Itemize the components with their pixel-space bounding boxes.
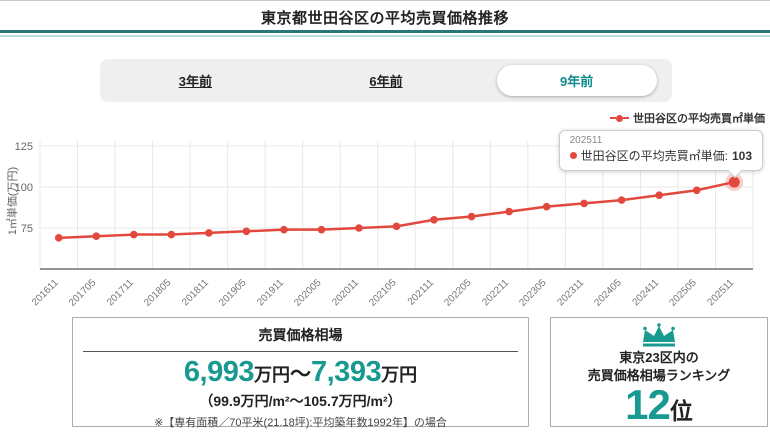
ranking-suffix: 位: [669, 398, 693, 425]
data-point-201705[interactable]: [92, 232, 101, 240]
price-high: 7,393: [311, 356, 382, 388]
ranking-value: 12位: [551, 384, 767, 426]
data-point-202405[interactable]: [617, 196, 626, 204]
legend-line-dot-marker: [610, 114, 629, 122]
y-tick-label: 75: [21, 223, 33, 235]
ranking-number: 12: [625, 381, 671, 429]
tab-6-years-label: 6年前: [369, 74, 403, 89]
crown-icon: [643, 323, 675, 347]
data-point-201711[interactable]: [130, 230, 138, 239]
data-point-201805[interactable]: [167, 230, 176, 239]
data-point-202411[interactable]: [655, 191, 663, 199]
data-point-202111[interactable]: [430, 216, 438, 224]
page-title: 東京都世田谷区の平均売買価格推移: [260, 10, 509, 27]
price-per-sqm: （99.9万円/m²〜105.7万円/m²）: [199, 393, 402, 409]
data-point-201911[interactable]: [280, 225, 288, 234]
price-range-value: 6,993万円〜7,393万円: [73, 358, 528, 387]
data-point-202005[interactable]: [317, 225, 326, 234]
y-tick-label: 125: [15, 141, 33, 153]
tab-6-years-ago[interactable]: 6年前: [291, 59, 482, 102]
x-tick-label: 202211: [480, 277, 511, 308]
x-tick-label: 201805: [142, 277, 174, 309]
x-tick-label: 201705: [67, 277, 99, 309]
x-tick-label: 202205: [442, 277, 474, 309]
tab-3-years-ago[interactable]: 3年前: [100, 59, 291, 102]
price-box-title: 売買価格相場: [258, 327, 343, 343]
x-tick-label: 201911: [255, 277, 286, 308]
price-tilde: 〜: [290, 363, 311, 386]
chart-area: 1㎡単価(万円) 75 100 125 201611 201705 201711 20180…: [0, 101, 770, 311]
chart-tooltip: 202511 世田谷区の平均売買㎡単価: 103: [558, 130, 763, 179]
tooltip-label: 世田谷区の平均売買㎡単価:: [580, 149, 728, 163]
x-tick-label: 202511: [705, 277, 736, 308]
data-point-202305[interactable]: [542, 202, 551, 211]
x-tick-label: 202411: [630, 277, 661, 308]
tab-9-years-label: 9年前: [496, 65, 657, 96]
ranking-box: 東京23区内の 売買価格相場ランキング 12位: [550, 317, 768, 427]
data-point-202311[interactable]: [580, 199, 588, 208]
data-point-202011[interactable]: [355, 224, 363, 232]
price-low-unit: 万円: [254, 365, 290, 385]
price-high-unit: 万円: [381, 365, 418, 385]
price-note: ※【専有面積／70平米(21.18坪):平均築年数1992年】の場合: [154, 417, 447, 429]
title-divider-light: [0, 35, 770, 37]
data-point-201905[interactable]: [242, 227, 251, 236]
title-divider-dark: [0, 30, 770, 33]
data-point-202505[interactable]: [692, 186, 701, 195]
ranking-line2: 売買価格相場ランキング: [587, 367, 731, 383]
x-tick-label: 202011: [330, 277, 361, 308]
x-tick-label: 202005: [292, 277, 324, 309]
x-tick-label: 201711: [105, 277, 136, 308]
ranking-line1: 東京23区内の: [619, 350, 699, 365]
x-tick-label: 201611: [30, 277, 61, 308]
price-box-divider: [83, 351, 518, 352]
data-point-202205[interactable]: [467, 212, 476, 221]
x-tick-label: 202505: [667, 277, 699, 309]
tab-3-years-label: 3年前: [178, 74, 212, 89]
x-tick-label: 202305: [517, 277, 549, 309]
tooltip-series-dot-icon: [569, 152, 577, 159]
data-point-202511[interactable]: [728, 176, 740, 188]
data-point-202211[interactable]: [505, 207, 513, 216]
price-range-box: 売買価格相場 6,993万円〜7,393万円 （99.9万円/m²〜105.7万…: [72, 317, 529, 429]
x-tick-label: 201811: [180, 277, 211, 308]
data-point-202105[interactable]: [392, 222, 401, 231]
y-tick-label: 100: [15, 182, 33, 194]
x-tick-label: 202405: [592, 277, 624, 309]
x-tick-label: 202105: [367, 277, 399, 309]
x-tick-label: 201905: [217, 277, 249, 309]
x-tick-label: 202311: [555, 277, 586, 308]
period-tabbar: 3年前 6年前 9年前: [100, 59, 672, 102]
tooltip-date: 202511: [569, 135, 603, 146]
tab-9-years-ago[interactable]: 9年前: [481, 59, 672, 102]
price-low: 6,993: [183, 356, 255, 388]
x-tick-label: 202111: [406, 277, 437, 308]
tooltip-value: 103: [731, 148, 752, 163]
chart-legend: 世田谷区の平均売買㎡単価: [610, 110, 765, 126]
legend-label: 世田谷区の平均売買㎡単価: [633, 113, 765, 125]
data-point-201811[interactable]: [205, 229, 213, 237]
data-point-201611[interactable]: [54, 234, 63, 242]
